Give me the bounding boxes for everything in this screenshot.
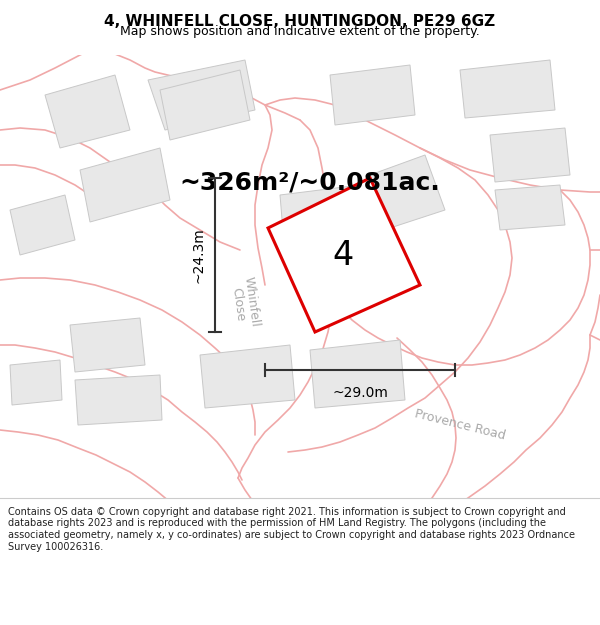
Text: Provence Road: Provence Road	[413, 408, 507, 442]
Polygon shape	[495, 185, 565, 230]
Text: ~29.0m: ~29.0m	[332, 386, 388, 400]
Polygon shape	[148, 60, 255, 130]
Text: 4: 4	[332, 239, 354, 272]
Polygon shape	[75, 375, 162, 425]
Polygon shape	[45, 75, 130, 148]
Text: ~326m²/~0.081ac.: ~326m²/~0.081ac.	[179, 171, 440, 195]
Polygon shape	[160, 70, 250, 140]
Text: ~24.3m: ~24.3m	[191, 227, 205, 283]
Polygon shape	[10, 360, 62, 405]
Polygon shape	[268, 178, 420, 332]
Polygon shape	[280, 185, 365, 255]
Polygon shape	[80, 148, 170, 222]
Text: 4, WHINFELL CLOSE, HUNTINGDON, PE29 6GZ: 4, WHINFELL CLOSE, HUNTINGDON, PE29 6GZ	[104, 14, 496, 29]
Polygon shape	[70, 318, 145, 372]
Text: Contains OS data © Crown copyright and database right 2021. This information is : Contains OS data © Crown copyright and d…	[8, 507, 575, 552]
Polygon shape	[10, 195, 75, 255]
Text: Whinfell
Close: Whinfell Close	[228, 276, 262, 330]
Text: Map shows position and indicative extent of the property.: Map shows position and indicative extent…	[120, 26, 480, 39]
Polygon shape	[460, 60, 555, 118]
Polygon shape	[200, 345, 295, 408]
Polygon shape	[330, 65, 415, 125]
Polygon shape	[310, 340, 405, 408]
Polygon shape	[370, 155, 445, 228]
Polygon shape	[490, 128, 570, 182]
